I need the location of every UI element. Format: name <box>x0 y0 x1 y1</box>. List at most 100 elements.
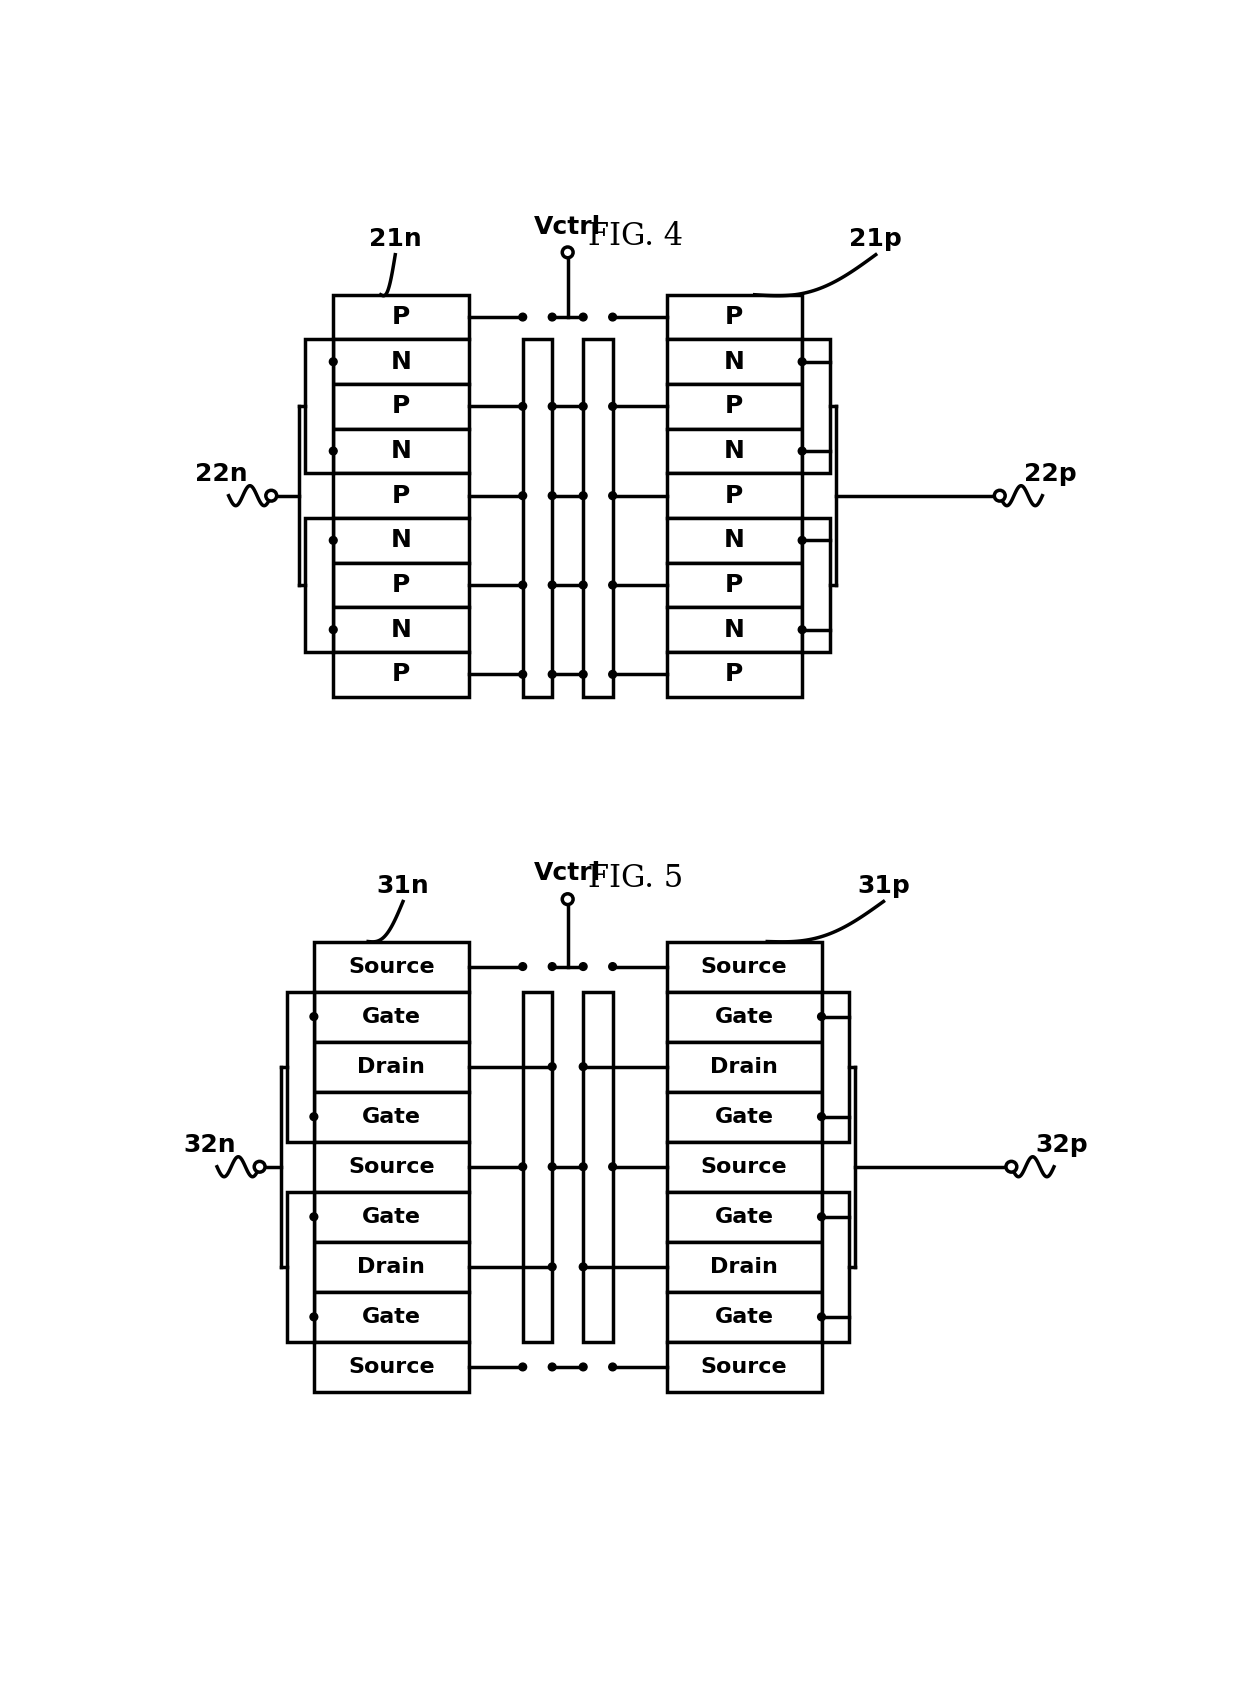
Bar <box>667 1042 821 1091</box>
Text: P: P <box>725 484 744 507</box>
Circle shape <box>799 536 806 545</box>
Circle shape <box>799 626 806 634</box>
Bar <box>314 1141 469 1192</box>
Circle shape <box>579 1163 587 1170</box>
Circle shape <box>310 1212 317 1221</box>
Circle shape <box>548 403 556 410</box>
Circle shape <box>310 1013 317 1020</box>
Text: Gate: Gate <box>362 1207 420 1227</box>
Text: P: P <box>725 395 744 418</box>
Text: Gate: Gate <box>714 1207 774 1227</box>
Circle shape <box>330 626 337 634</box>
Circle shape <box>562 246 573 258</box>
Circle shape <box>548 963 556 971</box>
Circle shape <box>330 357 337 366</box>
Bar <box>314 941 469 991</box>
Bar <box>667 295 802 339</box>
Text: N: N <box>724 528 745 553</box>
Text: Vctrl: Vctrl <box>534 214 601 238</box>
Circle shape <box>518 1362 527 1371</box>
Bar <box>667 1243 821 1291</box>
Text: N: N <box>391 349 412 374</box>
Bar <box>334 295 469 339</box>
Text: N: N <box>724 349 745 374</box>
Bar <box>334 563 469 607</box>
Bar <box>667 563 802 607</box>
Circle shape <box>518 1163 527 1170</box>
Text: P: P <box>725 663 744 686</box>
Circle shape <box>310 1313 317 1320</box>
Text: P: P <box>392 484 410 507</box>
Bar <box>334 607 469 652</box>
Circle shape <box>518 492 527 499</box>
Text: N: N <box>724 438 745 464</box>
Bar <box>314 1342 469 1393</box>
Circle shape <box>548 671 556 678</box>
Bar <box>667 339 802 384</box>
Circle shape <box>548 314 556 320</box>
Circle shape <box>548 1263 556 1271</box>
Text: Drain: Drain <box>357 1057 425 1077</box>
Text: 32p: 32p <box>1035 1133 1087 1157</box>
Bar <box>314 1091 469 1141</box>
Bar <box>286 991 314 1141</box>
Circle shape <box>609 403 616 410</box>
Circle shape <box>548 492 556 499</box>
Circle shape <box>548 1062 556 1071</box>
Text: P: P <box>392 305 410 329</box>
Circle shape <box>609 1362 616 1371</box>
Circle shape <box>518 671 527 678</box>
Circle shape <box>579 1062 587 1071</box>
Text: FIG. 5: FIG. 5 <box>588 863 683 894</box>
Text: Vctrl: Vctrl <box>534 862 601 885</box>
Circle shape <box>265 491 277 501</box>
Circle shape <box>579 963 587 971</box>
Text: 31p: 31p <box>857 873 910 897</box>
Bar <box>802 518 830 652</box>
Circle shape <box>310 1113 317 1121</box>
Text: Gate: Gate <box>714 1106 774 1126</box>
Text: Drain: Drain <box>711 1057 777 1077</box>
Text: Source: Source <box>348 1357 435 1377</box>
Circle shape <box>609 582 616 588</box>
Circle shape <box>609 1163 616 1170</box>
Bar <box>667 384 802 428</box>
Text: N: N <box>391 617 412 642</box>
Bar <box>667 1141 821 1192</box>
Circle shape <box>579 403 587 410</box>
Bar <box>314 1042 469 1091</box>
Circle shape <box>562 894 573 905</box>
Text: 31n: 31n <box>377 873 429 897</box>
Text: 21p: 21p <box>849 228 903 251</box>
Bar <box>334 339 469 384</box>
Circle shape <box>330 536 337 545</box>
Text: Source: Source <box>348 956 435 976</box>
Text: 22n: 22n <box>195 462 247 486</box>
Text: Gate: Gate <box>362 1307 420 1327</box>
Circle shape <box>579 492 587 499</box>
Text: FIG. 4: FIG. 4 <box>588 221 683 253</box>
Circle shape <box>609 492 616 499</box>
Text: Gate: Gate <box>714 1307 774 1327</box>
Bar <box>583 991 613 1342</box>
Text: P: P <box>392 663 410 686</box>
Circle shape <box>518 314 527 320</box>
Bar <box>305 339 334 474</box>
Circle shape <box>579 671 587 678</box>
Circle shape <box>579 1362 587 1371</box>
Circle shape <box>548 582 556 588</box>
Circle shape <box>254 1162 265 1172</box>
Text: Source: Source <box>701 1357 787 1377</box>
Bar <box>667 518 802 563</box>
Bar <box>314 1291 469 1342</box>
Bar <box>523 339 552 696</box>
Bar <box>305 518 334 652</box>
Circle shape <box>579 1263 587 1271</box>
Text: 22p: 22p <box>1024 462 1076 486</box>
Text: Drain: Drain <box>357 1256 425 1276</box>
Bar <box>667 652 802 696</box>
Circle shape <box>609 963 616 971</box>
Bar <box>667 941 821 991</box>
Text: 21n: 21n <box>368 228 422 251</box>
Bar <box>667 991 821 1042</box>
